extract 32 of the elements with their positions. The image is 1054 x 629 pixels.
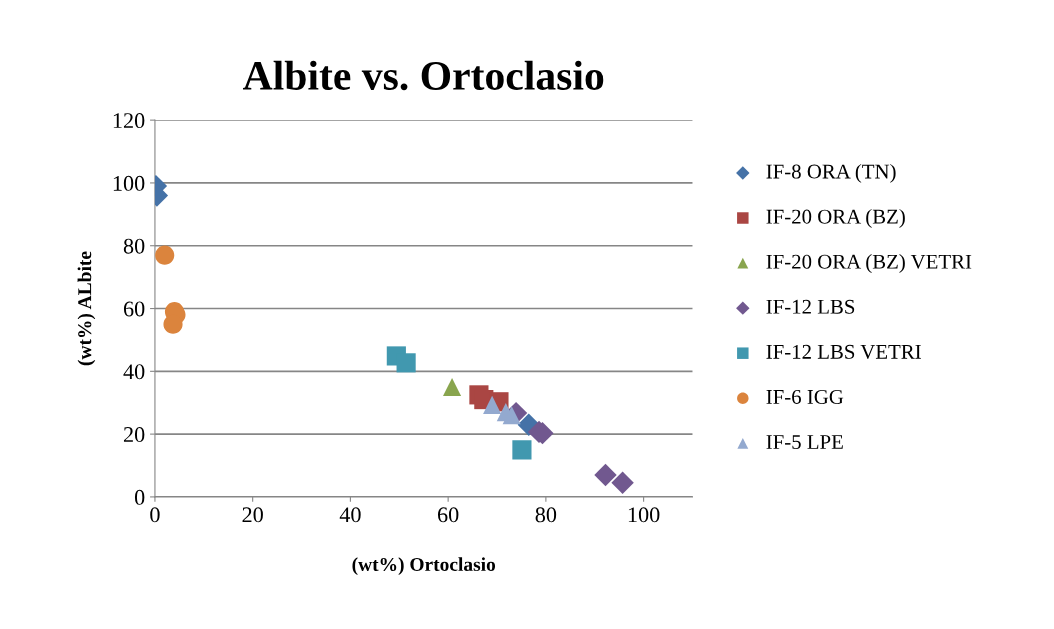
legend-label: IF-5 LPE xyxy=(766,435,843,449)
y-tick-label: 20 xyxy=(123,427,145,443)
point xyxy=(611,471,634,494)
chart-title: Albite vs. Ortoclasio xyxy=(243,60,604,91)
y-tick-label: 100 xyxy=(113,175,145,191)
legend-label: IF-20 ORA (BZ) VETRI xyxy=(766,254,972,273)
y-tick-label: 80 xyxy=(123,238,145,254)
y-tick-label: 120 xyxy=(113,113,145,129)
point xyxy=(443,377,462,397)
x-tick-label: 60 xyxy=(437,507,459,523)
legend-label: IF-6 IGG xyxy=(766,389,844,404)
legend-label: IF-12 LBS VETRI xyxy=(766,344,921,359)
x-tick-label: 80 xyxy=(535,507,557,523)
point xyxy=(502,406,521,425)
legend-label: IF-20 ORA (BZ) xyxy=(766,209,905,228)
legend-label: IF-12 LBS xyxy=(766,299,855,314)
x-tick-label: 20 xyxy=(242,507,263,523)
legend-label: IF-8 ORA (TN) xyxy=(766,163,896,183)
y-tick-label: 0 xyxy=(134,489,145,505)
y-tick-label: 60 xyxy=(123,301,145,317)
y-axis-title: (wt%) ALbite xyxy=(77,251,96,366)
point xyxy=(512,440,532,460)
y-tick-label: 40 xyxy=(123,364,145,380)
point xyxy=(396,353,416,373)
point xyxy=(155,245,175,265)
x-tick-label: 40 xyxy=(339,507,361,523)
x-axis-title: (wt%) Ortoclasio xyxy=(352,557,496,575)
point xyxy=(163,314,183,334)
point xyxy=(594,463,617,487)
x-tick-label: 0 xyxy=(150,507,160,523)
point xyxy=(483,395,502,414)
x-tick-label: 100 xyxy=(628,507,660,523)
